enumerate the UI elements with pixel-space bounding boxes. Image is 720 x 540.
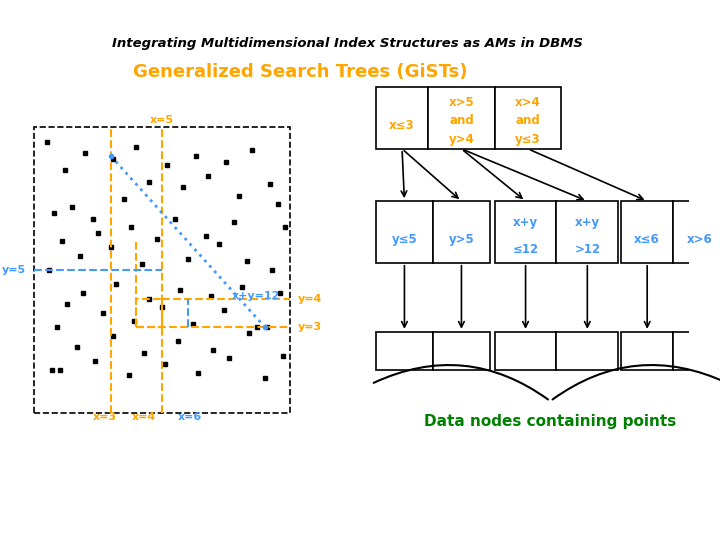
- FancyBboxPatch shape: [673, 201, 720, 263]
- Text: y≤5: y≤5: [392, 233, 418, 246]
- FancyBboxPatch shape: [557, 201, 618, 263]
- FancyBboxPatch shape: [428, 87, 495, 149]
- Text: x>5: x>5: [449, 96, 474, 109]
- FancyBboxPatch shape: [376, 201, 433, 263]
- FancyBboxPatch shape: [495, 87, 561, 149]
- Text: Generalized Search Trees (GiSTs): Generalized Search Trees (GiSTs): [132, 63, 467, 81]
- Text: x>6: x>6: [687, 233, 712, 246]
- Text: Data nodes containing points: Data nodes containing points: [424, 414, 676, 429]
- Text: x>4: x>4: [515, 96, 541, 109]
- FancyBboxPatch shape: [376, 332, 433, 370]
- Text: x+y: x+y: [575, 216, 600, 229]
- Text: Integrating Multidimensional Index Structures as AMs in DBMS: Integrating Multidimensional Index Struc…: [112, 37, 583, 50]
- FancyBboxPatch shape: [557, 332, 618, 370]
- FancyBboxPatch shape: [376, 87, 428, 149]
- Text: y=3: y=3: [298, 322, 322, 332]
- Text: x=5: x=5: [150, 114, 174, 125]
- Text: y>4: y>4: [449, 133, 474, 146]
- Text: x+y: x+y: [513, 216, 538, 229]
- Text: x=4: x=4: [132, 412, 156, 422]
- Text: x≤3: x≤3: [390, 119, 415, 132]
- Text: x≤6: x≤6: [634, 233, 660, 246]
- FancyBboxPatch shape: [621, 201, 673, 263]
- FancyBboxPatch shape: [495, 201, 557, 263]
- Text: y≤3: y≤3: [515, 133, 541, 146]
- FancyBboxPatch shape: [673, 332, 720, 370]
- Text: and: and: [449, 114, 474, 127]
- Text: x=3: x=3: [93, 412, 117, 422]
- FancyBboxPatch shape: [433, 332, 490, 370]
- Text: x=6: x=6: [178, 412, 202, 422]
- FancyBboxPatch shape: [495, 332, 557, 370]
- Text: y=4: y=4: [298, 294, 323, 303]
- Text: ≤12: ≤12: [513, 243, 539, 256]
- FancyBboxPatch shape: [433, 201, 490, 263]
- FancyBboxPatch shape: [621, 332, 673, 370]
- Text: y=5: y=5: [2, 265, 27, 275]
- Text: y>5: y>5: [449, 233, 474, 246]
- Text: and: and: [516, 114, 540, 127]
- Text: >12: >12: [575, 243, 600, 256]
- Text: x+y=12: x+y=12: [232, 291, 280, 300]
